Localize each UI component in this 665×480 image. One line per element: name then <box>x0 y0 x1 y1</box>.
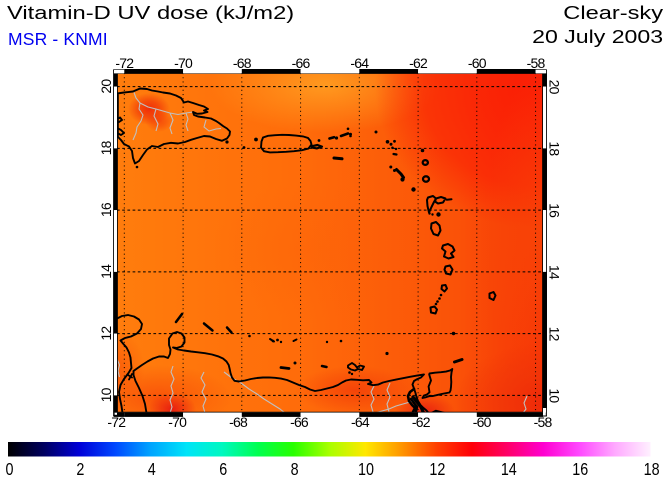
svg-text:16: 16 <box>572 461 588 480</box>
svg-text:10: 10 <box>98 387 114 402</box>
svg-text:-68: -68 <box>233 55 252 71</box>
svg-text:-64: -64 <box>351 414 370 430</box>
svg-text:-70: -70 <box>168 414 187 430</box>
svg-text:12: 12 <box>98 326 114 341</box>
svg-text:4: 4 <box>148 461 156 480</box>
svg-text:-70: -70 <box>174 55 193 71</box>
svg-text:-58: -58 <box>534 414 553 430</box>
svg-text:10: 10 <box>358 461 374 480</box>
svg-text:18: 18 <box>644 461 660 480</box>
svg-text:14: 14 <box>547 265 563 280</box>
svg-text:-64: -64 <box>350 55 369 71</box>
svg-text:-72: -72 <box>115 55 134 71</box>
svg-text:-66: -66 <box>290 414 309 430</box>
svg-text:-72: -72 <box>107 414 126 430</box>
svg-text:-60: -60 <box>473 414 492 430</box>
svg-text:10: 10 <box>547 388 563 403</box>
svg-text:16: 16 <box>547 203 563 218</box>
svg-text:8: 8 <box>291 461 299 480</box>
svg-text:-68: -68 <box>229 414 248 430</box>
svg-text:0: 0 <box>6 461 14 480</box>
svg-text:12: 12 <box>547 327 563 342</box>
svg-text:16: 16 <box>98 202 114 217</box>
svg-text:-62: -62 <box>412 414 431 430</box>
svg-text:6: 6 <box>219 461 227 480</box>
svg-text:-62: -62 <box>409 55 428 71</box>
svg-text:-66: -66 <box>292 55 311 71</box>
svg-text:14: 14 <box>501 461 517 480</box>
svg-text:20: 20 <box>98 79 114 94</box>
svg-text:18: 18 <box>547 141 563 156</box>
svg-text:18: 18 <box>98 140 114 155</box>
svg-text:-58: -58 <box>527 55 546 71</box>
svg-text:20: 20 <box>547 80 563 95</box>
svg-text:2: 2 <box>76 461 84 480</box>
svg-text:12: 12 <box>429 461 445 480</box>
svg-text:14: 14 <box>98 264 114 279</box>
svg-text:-60: -60 <box>468 55 487 71</box>
